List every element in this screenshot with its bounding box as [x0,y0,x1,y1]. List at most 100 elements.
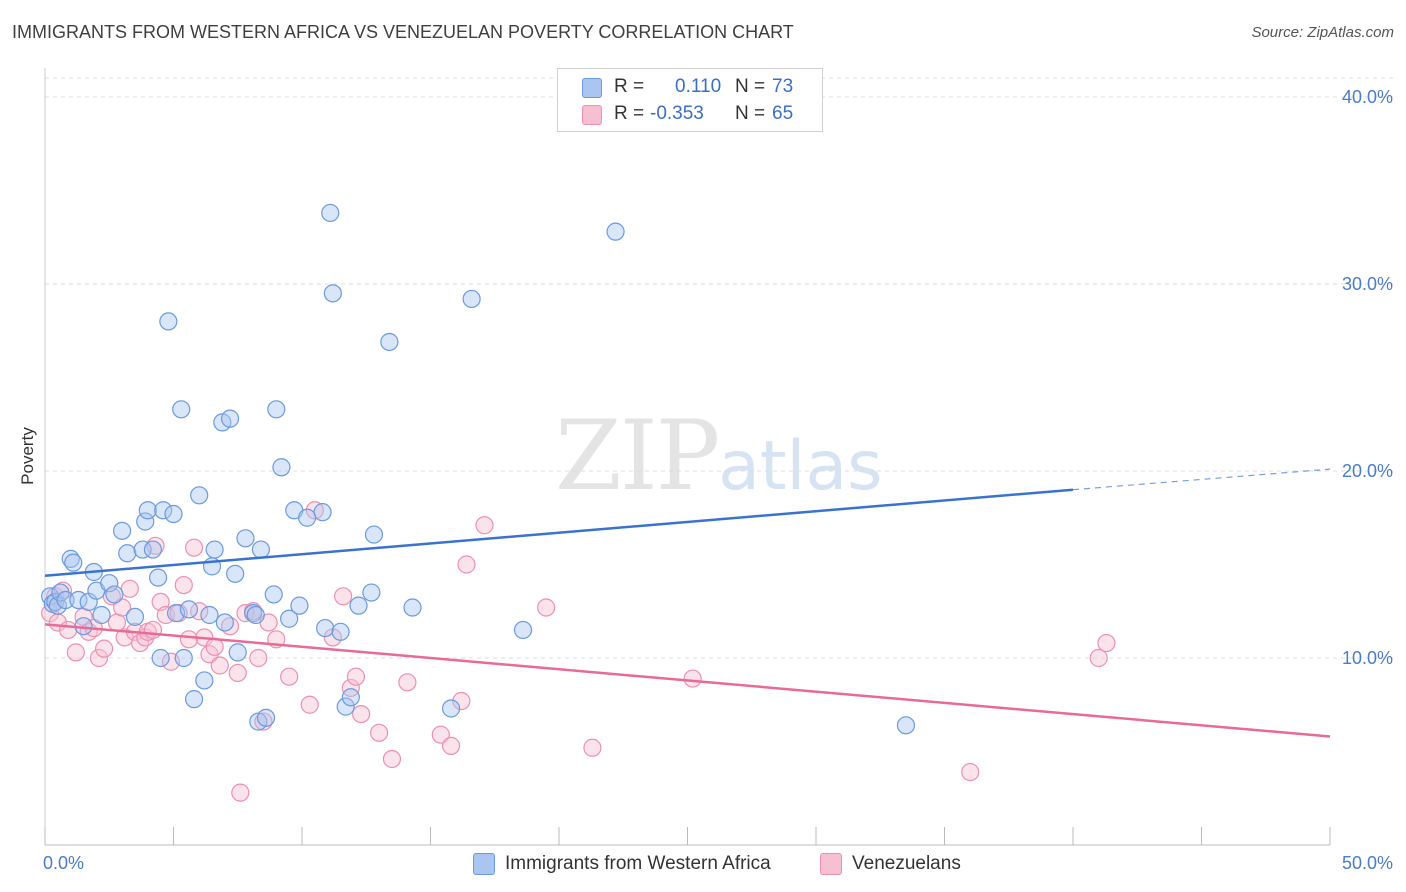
watermark-zip: ZIP [555,400,720,512]
venezuelans-point [382,749,402,769]
venezuelans-point [370,723,389,742]
venezuelans-point [683,669,702,688]
legend-row-western-africa: R = 0.110 N = 73 [582,74,812,100]
venezuelans-point [89,648,109,668]
western-africa-points [41,203,916,735]
legend-label: Venezuelans [852,853,961,874]
venezuelans-point [210,656,229,675]
venezuelans-point [66,643,85,662]
venezuelans-point [352,704,371,724]
y-tick-label: 10.0% [1342,648,1393,668]
western-africa-point [215,613,234,632]
western-africa-point [92,605,111,625]
western-africa-point [280,609,299,628]
western-africa-point [172,400,191,419]
western-africa-point [349,596,368,615]
western-africa-point [246,605,265,625]
western-africa-point [179,600,199,619]
r-label: R = [614,76,645,97]
western-africa-point [164,504,183,524]
western-africa-point [226,564,245,583]
venezuelans-point [120,579,139,598]
venezuelans-point [300,695,319,714]
blue-swatch [473,853,495,875]
venezuelans-point [334,587,353,606]
y-axis-label: Poverty [18,427,37,485]
tick-labels: 10.0% 20.0% 30.0% 40.0% 0.0% 50.0% [43,87,1393,873]
venezuelans-point [59,620,78,640]
venezuelans-point [179,630,199,649]
western-africa-point [896,716,916,735]
western-africa-point [220,409,240,428]
western-africa-point [143,540,163,559]
western-africa-point [136,512,155,531]
venezuelans-point [1089,648,1108,668]
venezuelans-point [583,738,602,757]
blue-swatch [582,78,602,98]
venezuelans-point [184,538,204,557]
legend-label: Immigrants from Western Africa [505,853,771,874]
n-label: N = [735,76,766,97]
venezuelans-point [249,648,268,668]
western-africa-point [441,699,461,718]
western-africa-point [100,574,119,593]
western-africa-point [244,604,263,623]
western-africa-point [323,284,342,303]
venezuelans-point [228,663,247,683]
venezuelans-point [280,667,299,686]
western-africa-point [159,312,178,331]
western-africa-point [174,648,193,668]
chart-title: IMMIGRANTS FROM WESTERN AFRICA VS VENEZU… [12,22,794,42]
axes [44,68,1331,846]
western-africa-point [125,607,145,626]
western-africa-point [341,688,360,707]
western-africa-point [264,585,283,604]
western-africa-point [195,671,214,690]
correlation-legend: R = 0.110 N = 73 R = -0.353 N = 65 [557,68,823,132]
venezuelans-point [341,678,360,698]
pink-swatch [582,105,602,125]
venezuelans-point [231,783,250,802]
western-africa-point [462,289,481,309]
western-africa-trend-line [44,488,1074,577]
venezuelans-point [143,620,163,640]
western-africa-point [316,618,335,638]
western-africa-point [380,332,399,352]
r-label: R = [614,103,645,124]
western-africa-point [154,501,173,520]
western-africa-point [606,222,625,241]
venezuelans-point [346,667,366,686]
western-africa-point [138,501,157,520]
venezuelans-point [457,555,476,574]
western-africa-point [236,529,255,548]
x-tick-label: 0.0% [43,853,84,873]
venezuelans-point [537,598,556,617]
western-africa-point [184,690,204,709]
western-africa-point [151,648,170,668]
venezuelans-point [475,516,494,535]
western-africa-point [251,540,270,559]
venezuelans-points [41,501,1116,802]
western-africa-point [336,697,355,716]
western-africa-point [190,486,209,505]
r-value: 0.110 [675,76,722,97]
venezuelans-point [95,639,114,658]
venezuelans-trend-line [44,623,1331,738]
western-africa-point [200,605,219,625]
venezuelans-point [961,762,980,782]
western-africa-point [321,203,340,223]
venezuelans-point [1097,633,1116,653]
venezuelans-point [174,575,193,595]
western-africa-point [56,590,75,610]
western-africa-point [133,540,152,559]
pink-swatch [820,853,842,875]
western-africa-point [298,508,317,527]
r-value: -0.353 [650,103,704,124]
venezuelans-point [452,691,471,711]
western-africa-point [267,400,286,419]
venezuelans-point [398,673,417,692]
western-africa-point [118,544,137,563]
venezuelans-point [441,736,461,755]
y-tick-label: 20.0% [1342,461,1393,481]
